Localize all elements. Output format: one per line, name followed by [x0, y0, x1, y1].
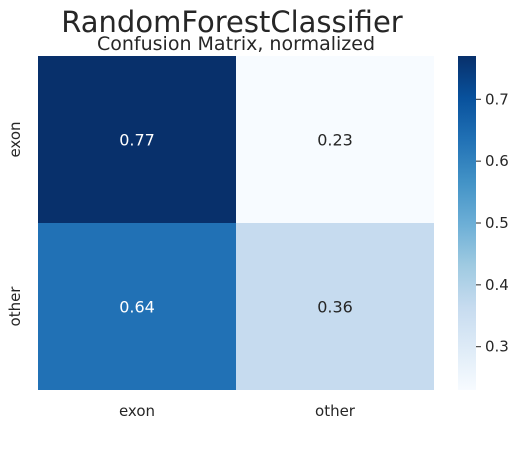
colorbar-ticks: 0.3 0.4 0.5 0.6 0.7	[476, 90, 509, 356]
heatmap-cell-other-exon	[38, 223, 236, 390]
chart-title: RandomForestClassifier	[61, 5, 403, 39]
row-tick-labels: exon other	[6, 121, 24, 326]
colorbar-tick-label: 0.5	[485, 214, 509, 232]
colorbar-tick-label: 0.7	[485, 90, 509, 108]
colorbar-tick-label: 0.3	[485, 338, 509, 356]
row-tick-label: other	[6, 286, 24, 327]
heatmap-cells	[38, 56, 434, 390]
heatmap-cell-other-other	[236, 223, 434, 390]
heatmap-cell-exon-exon	[38, 56, 236, 223]
heatmap-cell-exon-other	[236, 56, 434, 223]
row-tick-label: exon	[6, 121, 24, 157]
colorbar-tick-label: 0.4	[485, 276, 509, 294]
cell-value-label: 0.77	[119, 131, 155, 150]
column-tick-label: exon	[119, 402, 155, 420]
column-tick-labels: exon other	[119, 402, 356, 420]
heatmap-cell-labels: 0.77 0.23 0.64 0.36	[119, 131, 353, 317]
colorbar-tick-label: 0.6	[485, 152, 509, 170]
column-tick-label: other	[315, 402, 356, 420]
cell-value-label: 0.64	[119, 298, 155, 317]
chart-subtitle: Confusion Matrix, normalized	[97, 33, 375, 55]
cell-value-label: 0.23	[317, 131, 353, 150]
colorbar	[458, 56, 476, 390]
cell-value-label: 0.36	[317, 298, 353, 317]
